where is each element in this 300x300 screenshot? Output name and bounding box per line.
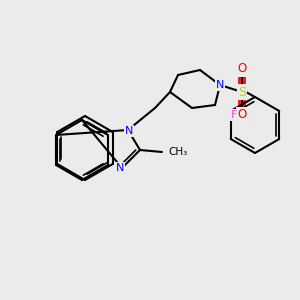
Text: N: N	[116, 163, 124, 173]
Text: N: N	[125, 126, 133, 136]
Text: O: O	[237, 109, 247, 122]
Text: CH₃: CH₃	[168, 147, 187, 157]
Text: N: N	[216, 80, 224, 90]
Text: F: F	[231, 110, 237, 120]
Text: S: S	[238, 85, 246, 98]
Text: O: O	[237, 62, 247, 76]
